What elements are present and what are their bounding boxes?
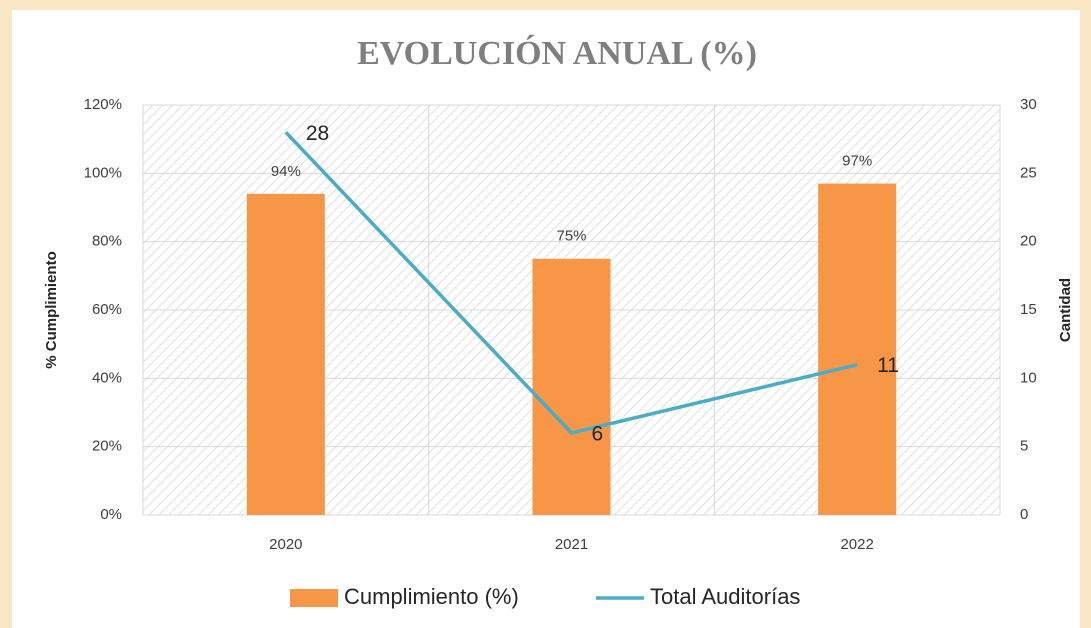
line-value-label: 11 [877, 354, 899, 377]
bar [246, 193, 325, 516]
y2-tick-label: 10 [1020, 369, 1037, 386]
legend-text: Total Auditorías [650, 584, 800, 609]
x-tick-label: 2022 [840, 536, 873, 553]
chart-title: EVOLUCIÓN ANUAL (%) [357, 34, 757, 72]
y-tick-label: 80% [92, 233, 122, 250]
y-tick-label: 60% [92, 301, 122, 318]
bar [818, 183, 897, 516]
x-tick-label: 2020 [269, 536, 302, 553]
y2-tick-label: 30 [1020, 96, 1037, 113]
legend-text: Cumplimiento (%) [344, 584, 519, 609]
y-tick-label: 0% [100, 506, 122, 523]
y-tick-label: 100% [84, 164, 122, 181]
y2-tick-label: 15 [1020, 301, 1037, 318]
legend-swatch [290, 589, 338, 607]
bar [532, 258, 611, 515]
y2-tick-label: 5 [1020, 438, 1028, 455]
line [284, 131, 858, 435]
line-value-label: 6 [592, 423, 604, 446]
y-tick-label: 40% [92, 369, 122, 386]
y2-tick-label: 0 [1020, 506, 1028, 523]
x-tick-label: 2021 [555, 536, 588, 553]
y2-tick-label: 20 [1020, 233, 1037, 250]
y-tick-label: 20% [92, 438, 122, 455]
y-axis-title: % Cumplimiento [43, 251, 60, 369]
y-tick-label: 120% [84, 96, 122, 113]
bar-value-label: 75% [556, 228, 586, 245]
bar-value-label: 97% [842, 153, 872, 170]
y2-tick-label: 25 [1020, 164, 1037, 181]
line-value-label: 28 [306, 122, 329, 145]
bar-value-label: 94% [271, 163, 301, 180]
y2-axis-title: Cantidad [1057, 278, 1074, 342]
